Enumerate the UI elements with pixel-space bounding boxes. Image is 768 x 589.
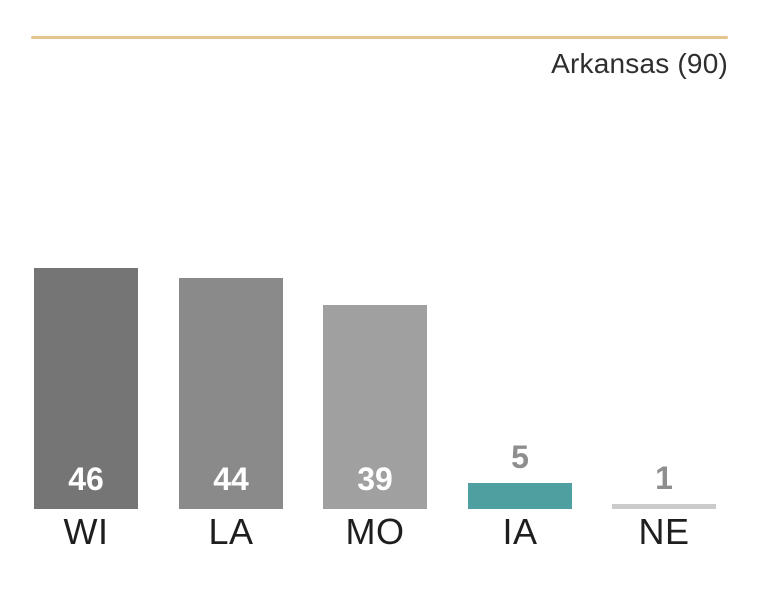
category-label-ia: IA bbox=[502, 511, 538, 552]
chart-title: Arkansas (90) bbox=[551, 48, 728, 79]
value-label-la: 44 bbox=[213, 461, 249, 497]
category-label-wi: WI bbox=[63, 511, 109, 552]
value-label-ia: 5 bbox=[511, 439, 529, 475]
bar-la: 44 bbox=[179, 278, 283, 509]
value-label-wi: 46 bbox=[68, 461, 104, 497]
plot-area: 46 44 39 5 1 bbox=[34, 268, 716, 509]
top-accent-rule bbox=[31, 36, 728, 39]
value-label-mo: 39 bbox=[357, 461, 393, 497]
value-label-ne: 1 bbox=[655, 460, 673, 496]
bar-ne: 1 bbox=[612, 462, 716, 509]
bar-mo: 39 bbox=[323, 305, 427, 509]
category-label-la: LA bbox=[208, 511, 254, 552]
category-axis: WI LA MO IA NE bbox=[0, 512, 768, 562]
category-label-ne: NE bbox=[638, 511, 690, 552]
category-label-mo: MO bbox=[345, 511, 405, 552]
bar-wi: 46 bbox=[34, 268, 138, 509]
bar-ia: 5 bbox=[468, 441, 572, 509]
